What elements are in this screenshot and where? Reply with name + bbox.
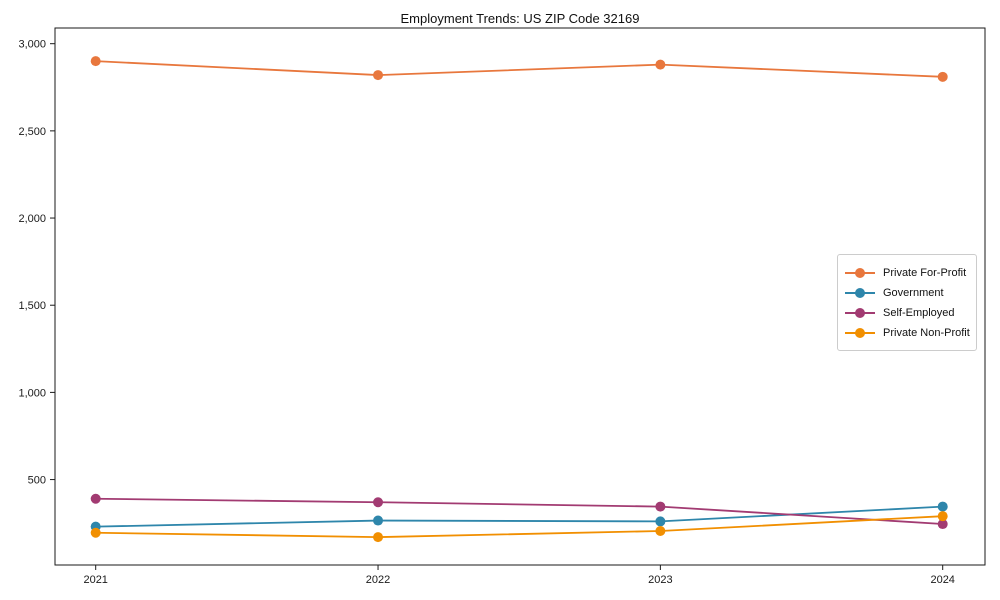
series-line-government [95, 505, 943, 528]
legend-marker-private-non-profit-icon [845, 327, 875, 339]
data-point-private-for-profit-2024 [937, 71, 948, 82]
legend-marker-government-icon [845, 287, 875, 299]
x-axis-tick-label: 2024 [930, 574, 954, 586]
y-axis-tick-label: 1,500 [18, 300, 46, 312]
series-line-self-employed [95, 497, 943, 525]
y-axis-tick-label: 1,000 [18, 387, 46, 399]
legend: Private For-Profit Government Self-Employe… [837, 254, 977, 351]
data-point-government-2023 [655, 516, 666, 527]
axes-frame [54, 27, 986, 566]
data-point-government-2022 [373, 515, 384, 526]
legend-marker-self-employed-icon [845, 307, 875, 319]
data-point-self-employed-2022 [373, 497, 384, 508]
data-point-self-employed-2024 [937, 519, 948, 530]
chart-title: Employment Trends: US ZIP Code 32169 [400, 11, 640, 26]
legend-label: Government [883, 286, 944, 299]
series-line-private-for-profit [95, 60, 943, 78]
data-point-private-non-profit-2023 [655, 526, 666, 537]
data-point-private-for-profit-2022 [373, 70, 384, 81]
x-axis-tick-label: 2023 [648, 574, 672, 586]
data-point-private-for-profit-2021 [90, 56, 101, 67]
data-point-private-non-profit-2021 [90, 527, 101, 538]
data-point-private-non-profit-2024 [937, 511, 948, 522]
series-line-private-non-profit [95, 515, 943, 539]
legend-item-private-for-profit: Private For-Profit [845, 263, 968, 282]
data-point-self-employed-2023 [655, 501, 666, 512]
x-axis-tick-label: 2021 [83, 574, 107, 586]
legend-item-government: Government [845, 283, 968, 302]
x-axis-tick-label: 2022 [366, 574, 390, 586]
legend-item-self-employed: Self-Employed [845, 303, 968, 322]
legend-label: Private Non-Profit [883, 326, 970, 339]
data-point-self-employed-2021 [90, 493, 101, 504]
legend-marker-private-for-profit-icon [845, 267, 875, 279]
legend-label: Private For-Profit [883, 266, 967, 279]
y-axis-tick-label: 2,000 [18, 213, 46, 225]
legend-label: Self-Employed [883, 306, 955, 319]
data-point-private-for-profit-2023 [655, 59, 666, 70]
y-axis-tick-label: 500 [28, 475, 46, 487]
data-point-government-2024 [937, 501, 948, 512]
y-axis-tick-label: 2,500 [18, 126, 46, 138]
legend-item-private-non-profit: Private Non-Profit [845, 323, 970, 342]
data-point-private-non-profit-2022 [373, 532, 384, 543]
y-axis-tick-label: 3,000 [18, 39, 46, 51]
